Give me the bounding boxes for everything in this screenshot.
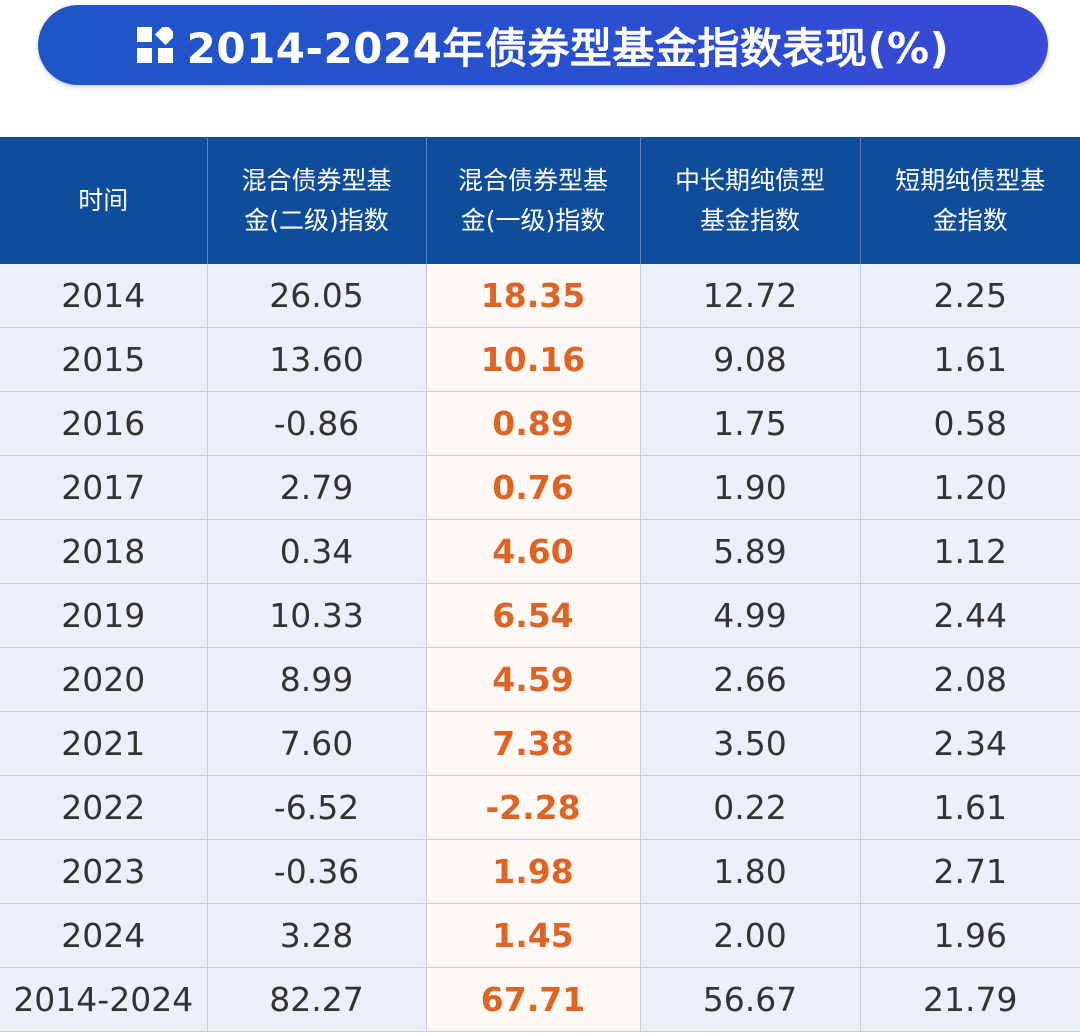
value-cell: 1.80 <box>640 839 861 904</box>
header-text: 短期纯债型基金指数 <box>895 165 1046 235</box>
value-cell: 4.59 <box>426 647 641 712</box>
year-cell: 2017 <box>0 455 208 520</box>
value-cell: 7.38 <box>426 711 641 776</box>
header-text: 中长期纯债型基金指数 <box>674 165 825 235</box>
year-cell: 2021 <box>0 711 208 776</box>
header-text: 时间 <box>78 185 129 215</box>
header-text: 混合债券型基金(二级)指数 <box>241 165 392 235</box>
table-row: 2016 -0.86 0.89 1.75 0.58 <box>0 391 1080 456</box>
value-cell: 56.67 <box>640 967 861 1032</box>
table-row: 2014 26.05 18.35 12.72 2.25 <box>0 264 1080 328</box>
value-cell: 21.79 <box>860 967 1080 1032</box>
year-cell: 2022 <box>0 775 208 840</box>
value-cell: 1.61 <box>860 327 1080 392</box>
value-cell: 0.58 <box>860 391 1080 456</box>
value-cell: 5.89 <box>640 519 861 584</box>
value-cell: 1.96 <box>860 903 1080 968</box>
value-cell: 0.89 <box>426 391 641 456</box>
value-cell: 1.98 <box>426 839 641 904</box>
value-cell: 4.99 <box>640 583 861 648</box>
header-text: 混合债券型基金(一级)指数 <box>457 165 608 235</box>
value-cell: 18.35 <box>426 264 641 328</box>
header-cell: 混合债券型基金(一级)指数 <box>426 137 641 264</box>
value-cell: 2.00 <box>640 903 861 968</box>
header-cell: 中长期纯债型基金指数 <box>640 137 861 264</box>
value-cell: 2.66 <box>640 647 861 712</box>
value-cell: 0.76 <box>426 455 641 520</box>
value-cell: 0.34 <box>207 519 427 584</box>
value-cell: 2.44 <box>860 583 1080 648</box>
table-row: 2017 2.79 0.76 1.90 1.20 <box>0 455 1080 520</box>
value-cell: 3.28 <box>207 903 427 968</box>
year-cell: 2015 <box>0 327 208 392</box>
value-cell: 1.12 <box>860 519 1080 584</box>
value-cell: 3.50 <box>640 711 861 776</box>
table-row: 2018 0.34 4.60 5.89 1.12 <box>0 519 1080 584</box>
value-cell: 13.60 <box>207 327 427 392</box>
year-cell: 2019 <box>0 583 208 648</box>
header-cell: 短期纯债型基金指数 <box>860 137 1080 264</box>
year-cell: 2020 <box>0 647 208 712</box>
value-cell: 1.61 <box>860 775 1080 840</box>
year-cell: 2023 <box>0 839 208 904</box>
header-cell: 混合债券型基金(二级)指数 <box>207 137 427 264</box>
value-cell: -2.28 <box>426 775 641 840</box>
header-cell: 时间 <box>0 137 208 264</box>
value-cell: 2.71 <box>860 839 1080 904</box>
table-row: 2020 8.99 4.59 2.66 2.08 <box>0 647 1080 712</box>
table-row: 2024 3.28 1.45 2.00 1.96 <box>0 903 1080 968</box>
year-cell: 2014-2024 <box>0 967 208 1032</box>
year-cell: 2024 <box>0 903 208 968</box>
year-cell: 2018 <box>0 519 208 584</box>
title-icon <box>136 27 173 63</box>
value-cell: 8.99 <box>207 647 427 712</box>
value-cell: 7.60 <box>207 711 427 776</box>
value-cell: 2.08 <box>860 647 1080 712</box>
value-cell: 12.72 <box>640 264 861 328</box>
value-cell: 26.05 <box>207 264 427 328</box>
value-cell: 4.60 <box>426 519 641 584</box>
value-cell: -0.36 <box>207 839 427 904</box>
value-cell: -0.86 <box>207 391 427 456</box>
value-cell: 1.45 <box>426 903 641 968</box>
header-row: 时间 混合债券型基金(二级)指数 混合债券型基金(一级)指数 中长期纯债型基金指数 短期… <box>0 137 1080 264</box>
table-row: 2021 7.60 7.38 3.50 2.34 <box>0 711 1080 776</box>
value-cell: 10.33 <box>207 583 427 648</box>
value-cell: 2.34 <box>860 711 1080 776</box>
title-text: 2014-2024年债券型基金指数表现(%) <box>186 23 950 73</box>
value-cell: 2.25 <box>860 264 1080 328</box>
value-cell: 10.16 <box>426 327 641 392</box>
value-cell: 2.79 <box>207 455 427 520</box>
value-cell: 0.22 <box>640 775 861 840</box>
table-row: 2019 10.33 6.54 4.99 2.44 <box>0 583 1080 648</box>
value-cell: 9.08 <box>640 327 861 392</box>
table-row: 2022 -6.52 -2.28 0.22 1.61 <box>0 775 1080 840</box>
table-row: 2014-2024 82.27 67.71 56.67 21.79 <box>0 967 1080 1032</box>
value-cell: -6.52 <box>207 775 427 840</box>
year-cell: 2014 <box>0 264 208 328</box>
data-table: 时间 混合债券型基金(二级)指数 混合债券型基金(一级)指数 中长期纯债型基金指数 短期… <box>0 137 1080 1032</box>
value-cell: 6.54 <box>426 583 641 648</box>
value-cell: 67.71 <box>426 967 641 1032</box>
title-banner: 2014-2024年债券型基金指数表现(%) <box>38 5 1048 85</box>
value-cell: 1.20 <box>860 455 1080 520</box>
value-cell: 82.27 <box>207 967 427 1032</box>
table-row: 2015 13.60 10.16 9.08 1.61 <box>0 327 1080 392</box>
table-row: 2023 -0.36 1.98 1.80 2.71 <box>0 839 1080 904</box>
value-cell: 1.75 <box>640 391 861 456</box>
year-cell: 2016 <box>0 391 208 456</box>
value-cell: 1.90 <box>640 455 861 520</box>
